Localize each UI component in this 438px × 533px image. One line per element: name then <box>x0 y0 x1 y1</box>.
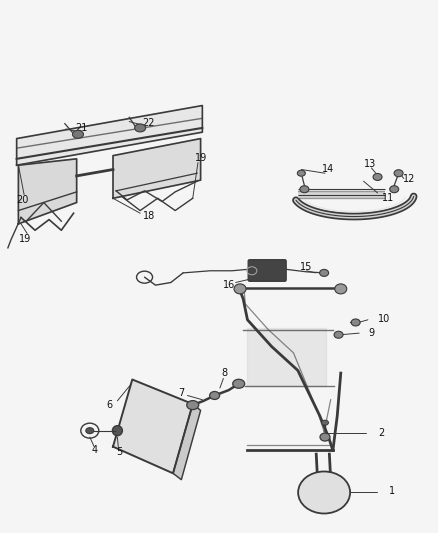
Text: 20: 20 <box>17 195 29 205</box>
Ellipse shape <box>233 379 245 388</box>
Text: 7: 7 <box>179 389 185 398</box>
Text: 16: 16 <box>223 280 235 290</box>
Text: 15: 15 <box>300 262 313 271</box>
Ellipse shape <box>134 124 146 132</box>
Ellipse shape <box>394 169 403 177</box>
Ellipse shape <box>210 391 219 400</box>
FancyBboxPatch shape <box>248 260 286 281</box>
Ellipse shape <box>300 185 309 193</box>
Polygon shape <box>113 379 193 473</box>
Ellipse shape <box>113 426 122 435</box>
Text: 10: 10 <box>378 314 390 324</box>
Text: 1: 1 <box>389 487 395 496</box>
Ellipse shape <box>187 401 199 409</box>
Text: 2: 2 <box>378 428 384 438</box>
Text: 19: 19 <box>19 234 32 244</box>
Text: 19: 19 <box>194 153 207 163</box>
Text: 6: 6 <box>106 400 113 410</box>
Text: 11: 11 <box>381 193 394 203</box>
Ellipse shape <box>320 433 330 441</box>
Ellipse shape <box>297 170 305 176</box>
Ellipse shape <box>234 284 246 294</box>
Polygon shape <box>173 404 201 480</box>
Text: 8: 8 <box>221 368 227 378</box>
Ellipse shape <box>320 269 328 277</box>
Text: 18: 18 <box>143 211 155 221</box>
Ellipse shape <box>72 130 84 139</box>
Text: 14: 14 <box>321 165 334 174</box>
Ellipse shape <box>86 427 94 434</box>
Ellipse shape <box>373 173 382 181</box>
Ellipse shape <box>390 185 399 193</box>
Text: 12: 12 <box>403 174 416 183</box>
Text: 22: 22 <box>142 118 154 127</box>
Polygon shape <box>113 139 201 198</box>
Ellipse shape <box>335 284 347 294</box>
Ellipse shape <box>351 319 360 326</box>
Text: 9: 9 <box>368 328 374 338</box>
Ellipse shape <box>334 331 343 338</box>
Ellipse shape <box>298 472 350 513</box>
Text: 13: 13 <box>364 159 376 169</box>
Text: 4: 4 <box>91 446 97 455</box>
Polygon shape <box>247 328 326 386</box>
Polygon shape <box>17 106 202 165</box>
Polygon shape <box>18 159 77 224</box>
Text: 5: 5 <box>116 447 122 457</box>
Text: 21: 21 <box>75 123 87 133</box>
Ellipse shape <box>321 420 328 425</box>
